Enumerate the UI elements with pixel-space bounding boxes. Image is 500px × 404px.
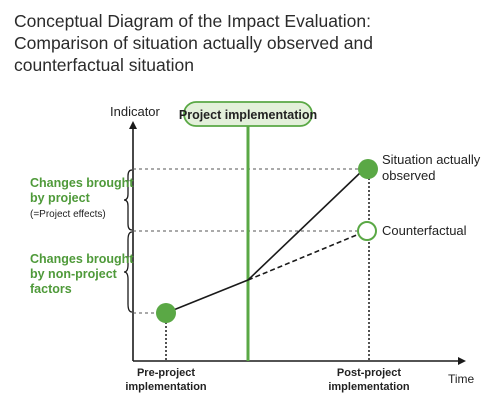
counterfactual-label: Counterfactual bbox=[382, 223, 467, 238]
counterfactual-trend-line bbox=[247, 233, 360, 281]
title-line-3: counterfactual situation bbox=[14, 55, 194, 75]
observed-label-line-1: Situation actually bbox=[382, 152, 481, 167]
implementation-label-box bbox=[183, 101, 313, 127]
project-changes-line-2: by project bbox=[30, 191, 91, 205]
pre-tick-line-1: Pre-project bbox=[137, 367, 195, 379]
diagram-title: Conceptual Diagram of the Impact Evaluat… bbox=[14, 10, 484, 76]
observed-label-line-2: observed bbox=[382, 168, 435, 183]
project-changes-line-1: Changes brought bbox=[30, 176, 134, 190]
y-axis-label: Indicator bbox=[110, 104, 161, 119]
nonproject-changes-line-2: by non-project bbox=[30, 267, 118, 281]
implementation-label: Project implementation bbox=[179, 108, 317, 122]
nonproject-brace bbox=[123, 231, 133, 313]
observed-trend-line bbox=[247, 171, 362, 281]
x-axis-label: Time bbox=[448, 372, 475, 386]
title-line-1: Conceptual Diagram of the Impact Evaluat… bbox=[14, 11, 371, 31]
pre-tick-line-2: implementation bbox=[125, 381, 207, 393]
pre-project-point bbox=[156, 303, 176, 323]
observed-point bbox=[358, 159, 378, 179]
nonproject-changes-line-1: Changes brought bbox=[30, 252, 134, 266]
pre-trend-line bbox=[165, 279, 249, 314]
title-line-2: Comparison of situation actually observe… bbox=[14, 33, 373, 53]
nonproject-changes-line-3: factors bbox=[30, 282, 72, 296]
project-effects-brace bbox=[123, 169, 133, 231]
post-tick-line-2: implementation bbox=[328, 381, 410, 393]
counterfactual-point bbox=[357, 221, 377, 241]
project-effects-note: (=Project effects) bbox=[30, 209, 106, 220]
post-tick-line-1: Post-project bbox=[337, 367, 402, 379]
